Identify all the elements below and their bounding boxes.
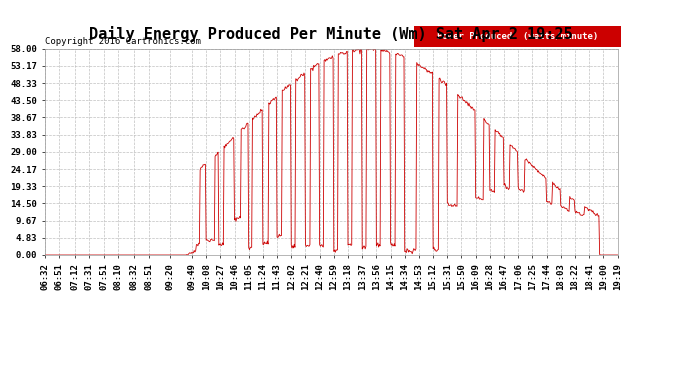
Text: Daily Energy Produced Per Minute (Wm) Sat Apr 2 19:25: Daily Energy Produced Per Minute (Wm) Sa…: [90, 26, 573, 42]
Text: Copyright 2016 Cartronics.com: Copyright 2016 Cartronics.com: [45, 38, 201, 46]
Text: Power Produced  (watts/minute): Power Produced (watts/minute): [437, 32, 598, 41]
